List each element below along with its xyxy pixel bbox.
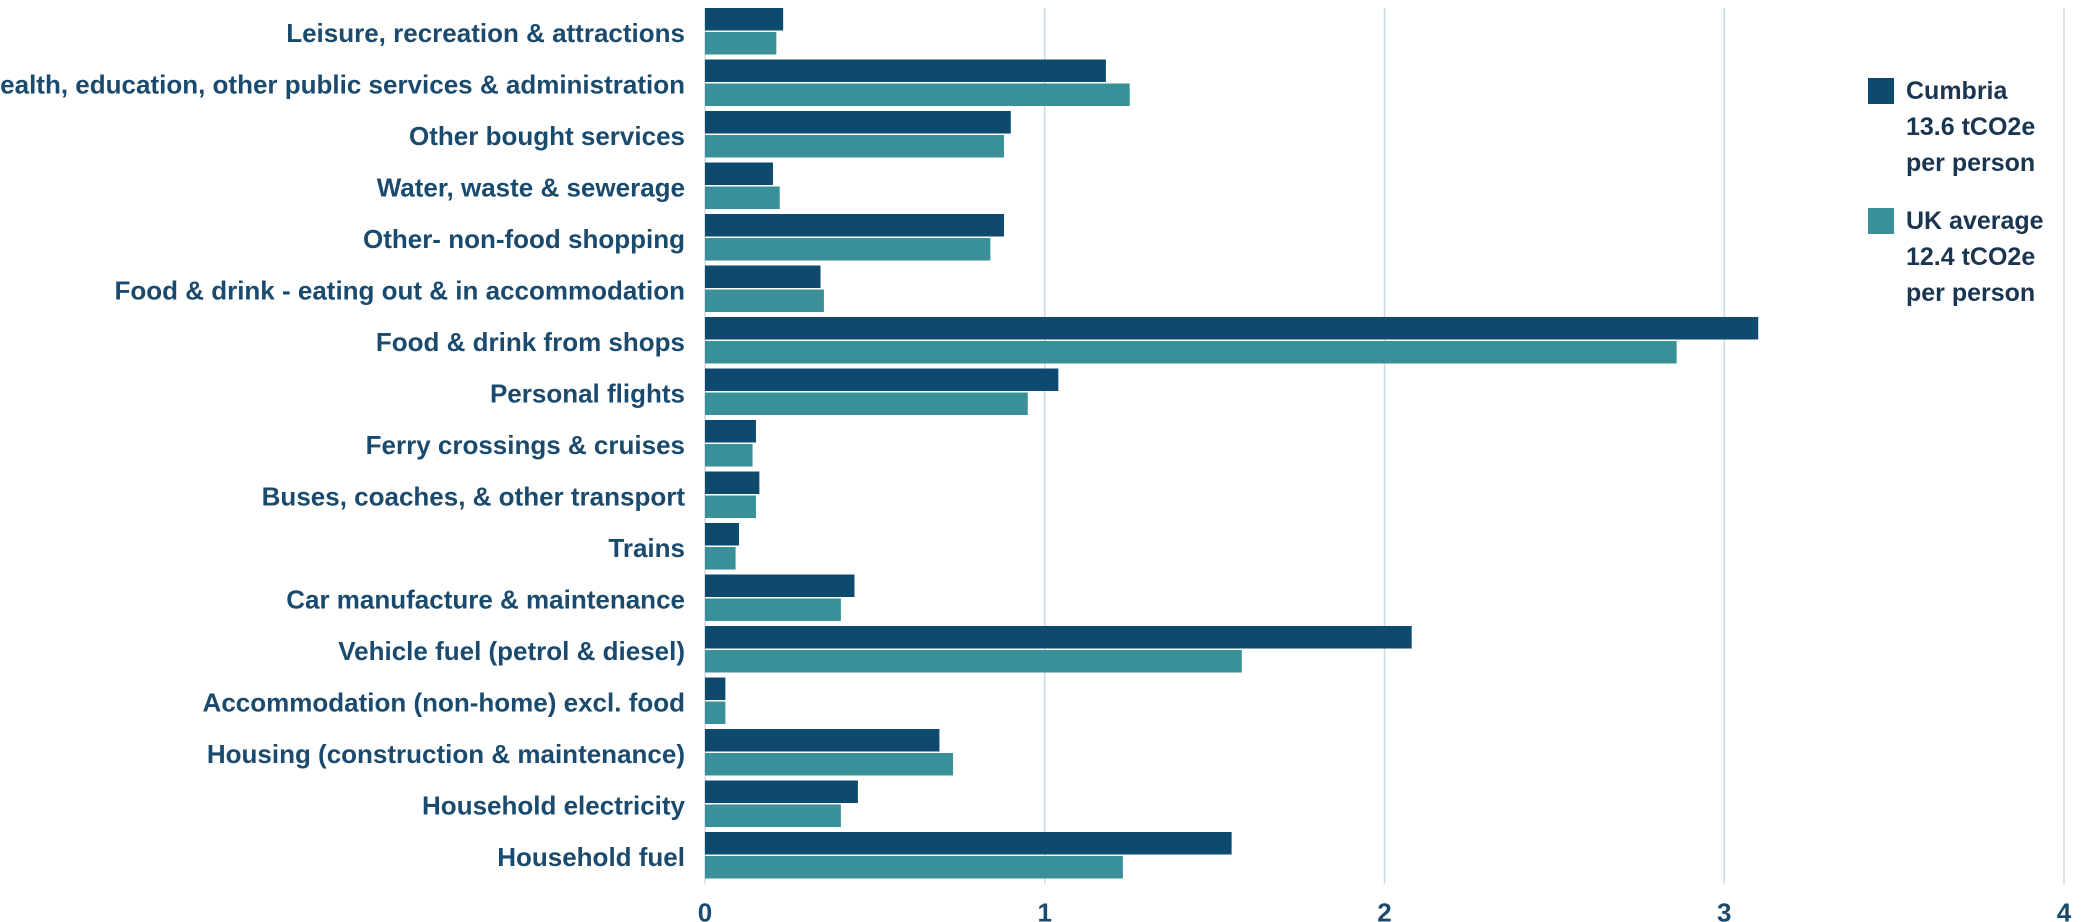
bar-uk-average xyxy=(705,598,841,621)
bar-cumbria xyxy=(705,471,760,494)
bar-uk-average xyxy=(705,289,824,312)
bar-cumbria xyxy=(705,420,756,443)
bar-cumbria xyxy=(705,626,1412,649)
category-labels: Leisure, recreation & attractions Health,… xyxy=(0,18,686,872)
bar-uk-average xyxy=(705,495,756,518)
x-tick-label: 1 xyxy=(1038,898,1052,922)
x-axis-ticks: 0 1 2 3 4 xyxy=(698,898,2072,922)
legend-label: per person xyxy=(1906,279,2035,307)
category-label: Car manufacture & maintenance xyxy=(286,584,685,614)
bar-uk-average xyxy=(705,32,777,55)
legend-label: UK average xyxy=(1906,207,2044,235)
bar-uk-average xyxy=(705,650,1242,673)
category-label: Household electricity xyxy=(422,790,685,820)
bar-cumbria xyxy=(705,162,773,185)
category-label: Food & drink from shops xyxy=(376,327,685,357)
bar-cumbria xyxy=(705,59,1106,82)
category-label: Water, waste & sewerage xyxy=(377,172,685,202)
bars xyxy=(705,8,1759,879)
category-label: Health, education, other public services… xyxy=(0,69,685,99)
x-tick-label: 4 xyxy=(2057,898,2072,922)
legend: Cumbria 13.6 tCO2e per person UK average 12.… xyxy=(1868,77,2044,307)
bar-cumbria xyxy=(705,214,1004,237)
bar-cumbria xyxy=(705,832,1232,855)
category-label: Food & drink - eating out & in accommoda… xyxy=(114,275,685,305)
category-label: Vehicle fuel (petrol & diesel) xyxy=(338,636,685,666)
x-tick-label: 2 xyxy=(1377,898,1391,922)
bar-cumbria xyxy=(705,677,726,700)
category-label: Trains xyxy=(608,533,685,563)
bar-uk-average xyxy=(705,392,1028,415)
legend-swatch-cumbria xyxy=(1868,78,1894,104)
category-label: Other bought services xyxy=(409,121,685,151)
x-tick-label: 3 xyxy=(1717,898,1731,922)
bar-uk-average xyxy=(705,238,991,261)
bar-cumbria xyxy=(705,574,855,597)
legend-label: 13.6 tCO2e xyxy=(1906,113,2035,141)
legend-label: per person xyxy=(1906,149,2035,177)
category-label: Leisure, recreation & attractions xyxy=(286,18,685,48)
category-label: Accommodation (non-home) excl. food xyxy=(203,687,685,717)
bar-uk-average xyxy=(705,701,726,724)
bar-uk-average xyxy=(705,753,954,776)
category-label: Household fuel xyxy=(497,842,685,872)
category-label: Personal flights xyxy=(490,378,685,408)
category-label: Housing (construction & maintenance) xyxy=(207,739,685,769)
bar-uk-average xyxy=(705,547,736,570)
bar-uk-average xyxy=(705,186,780,209)
bar-cumbria xyxy=(705,729,940,752)
bar-uk-average xyxy=(705,341,1677,364)
bar-uk-average xyxy=(705,444,753,467)
bar-uk-average xyxy=(705,856,1123,879)
bar-cumbria xyxy=(705,317,1759,340)
bar-cumbria xyxy=(705,368,1059,391)
bar-cumbria xyxy=(705,8,784,31)
x-tick-label: 0 xyxy=(698,898,712,922)
bar-uk-average xyxy=(705,804,841,827)
legend-label: 12.4 tCO2e xyxy=(1906,243,2035,271)
bar-cumbria xyxy=(705,265,821,288)
bar-cumbria xyxy=(705,523,739,546)
bar-uk-average xyxy=(705,135,1004,158)
legend-label: Cumbria xyxy=(1906,77,2009,105)
category-label: Other- non-food shopping xyxy=(363,224,685,254)
bar-uk-average xyxy=(705,83,1130,106)
bar-cumbria xyxy=(705,111,1011,134)
category-label: Buses, coaches, & other transport xyxy=(262,481,686,511)
legend-swatch-uk-average xyxy=(1868,208,1894,234)
bar-cumbria xyxy=(705,780,858,803)
category-label: Ferry crossings & cruises xyxy=(366,430,685,460)
